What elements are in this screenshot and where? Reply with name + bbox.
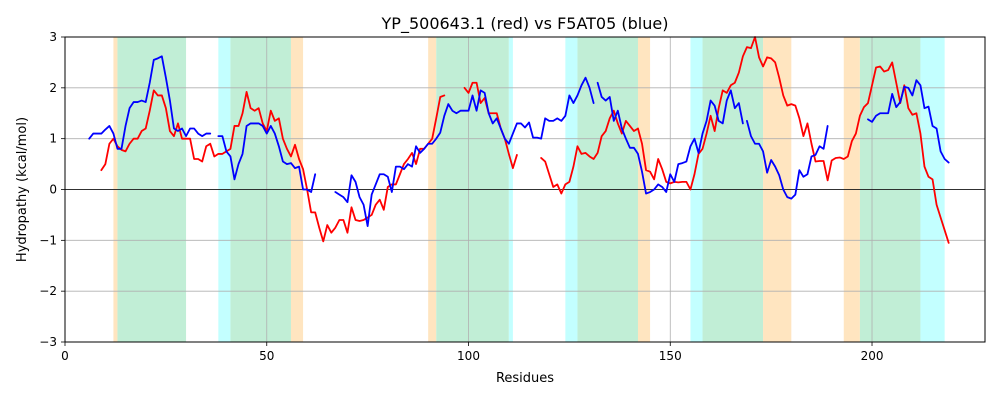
chart-title: YP_500643.1 (red) vs F5AT05 (blue) [381, 14, 669, 34]
x-tick-label-0: 0 [61, 349, 69, 363]
y-tick-label-0: −3 [39, 335, 57, 349]
series-1-segment-5 [867, 79, 950, 164]
series-0-segment-0 [100, 89, 446, 243]
x-tick-label-3: 150 [659, 349, 682, 363]
series-lines [88, 36, 950, 244]
y-tick-label-2: −1 [39, 233, 57, 247]
x-tick-label-2: 100 [457, 349, 480, 363]
series-1-segment-0 [88, 55, 212, 150]
x-axis-title: Residues [496, 371, 554, 386]
y-axis-ticks: −3 −2 −1 0 1 2 3 [39, 30, 65, 349]
series-1-segment-3 [596, 81, 744, 195]
y-tick-label-3: 0 [49, 183, 57, 197]
y-tick-label-1: −2 [39, 284, 57, 298]
series-1-segment-2 [334, 76, 595, 228]
series-1-segment-1 [217, 122, 317, 193]
x-tick-label-4: 200 [861, 349, 884, 363]
series-1-segment-4 [746, 119, 829, 200]
series-0-segment-1 [463, 81, 518, 170]
x-axis-ticks: 0 50 100 150 200 [61, 342, 883, 363]
y-axis-title: Hydropathy (kcal/mol) [15, 117, 30, 262]
y-tick-label-5: 2 [49, 81, 57, 95]
series-0-segment-2 [540, 36, 950, 244]
y-tick-label-4: 1 [49, 132, 57, 146]
x-tick-label-1: 50 [259, 349, 274, 363]
y-tick-label-6: 3 [49, 30, 57, 44]
